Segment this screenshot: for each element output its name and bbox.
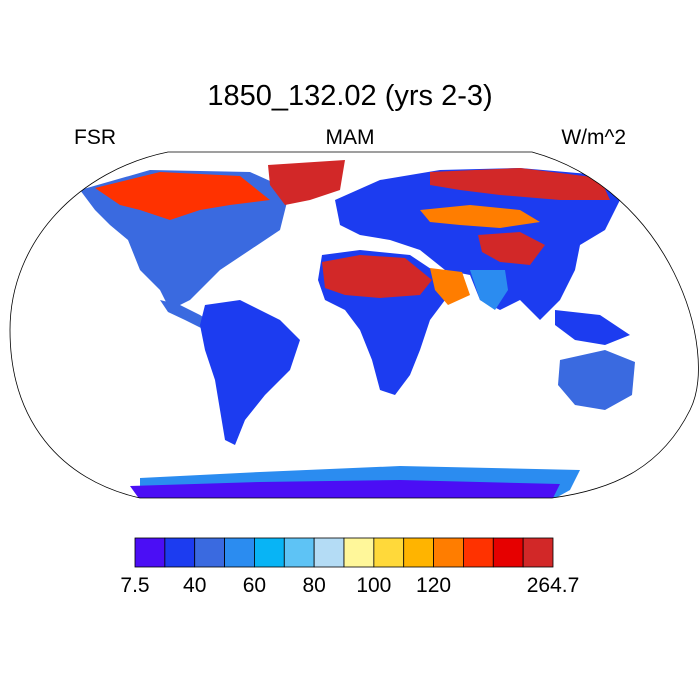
southeast-asia	[555, 310, 630, 345]
colorbar-swatch	[463, 537, 494, 568]
north-america-snow	[95, 172, 270, 220]
colorbar-swatch	[313, 537, 345, 568]
colorbar-swatch	[433, 537, 464, 568]
greenland	[268, 160, 345, 205]
units-label: W/m^2	[561, 126, 626, 149]
colorbar-swatch	[254, 537, 285, 568]
sahara	[322, 255, 432, 298]
australia	[558, 350, 635, 410]
colorbar-swatch	[164, 537, 196, 568]
colorbar-tick-label: 7.5	[120, 574, 150, 597]
india	[470, 270, 508, 310]
tibet	[478, 232, 545, 265]
eurasia	[335, 168, 620, 320]
map-title: 1850_132.02 (yrs 2-3)	[207, 80, 493, 112]
colorbar-swatch	[224, 537, 255, 568]
colorbar-swatch	[283, 537, 315, 568]
antarctica-edge	[130, 480, 560, 498]
colorbar-tick-label: 40	[183, 574, 207, 597]
colorbar-tick-label: 100	[356, 574, 392, 597]
colorbar-swatch	[492, 537, 524, 568]
map-boundary	[9, 151, 699, 499]
colorbar-tick-label: 264.7	[526, 574, 580, 597]
central-asia-bright	[420, 205, 540, 228]
colorbar-swatch	[373, 537, 405, 568]
variable-label: FSR	[74, 126, 116, 149]
colorbar-swatch	[522, 537, 554, 568]
colorbar-swatch	[134, 537, 166, 568]
colorbar-tick-label: 60	[242, 574, 267, 597]
season-label: MAM	[325, 126, 375, 149]
land-masses	[80, 160, 635, 498]
colorbar-swatch	[343, 537, 375, 568]
arabia	[430, 268, 470, 305]
colorbar-swatch	[403, 537, 434, 568]
colorbar-swatch	[194, 537, 225, 568]
siberia-snow	[430, 168, 610, 200]
colorbar-tick-label: 80	[302, 574, 326, 597]
colorbar-tick-label: 120	[416, 574, 452, 597]
south-america	[200, 300, 300, 445]
